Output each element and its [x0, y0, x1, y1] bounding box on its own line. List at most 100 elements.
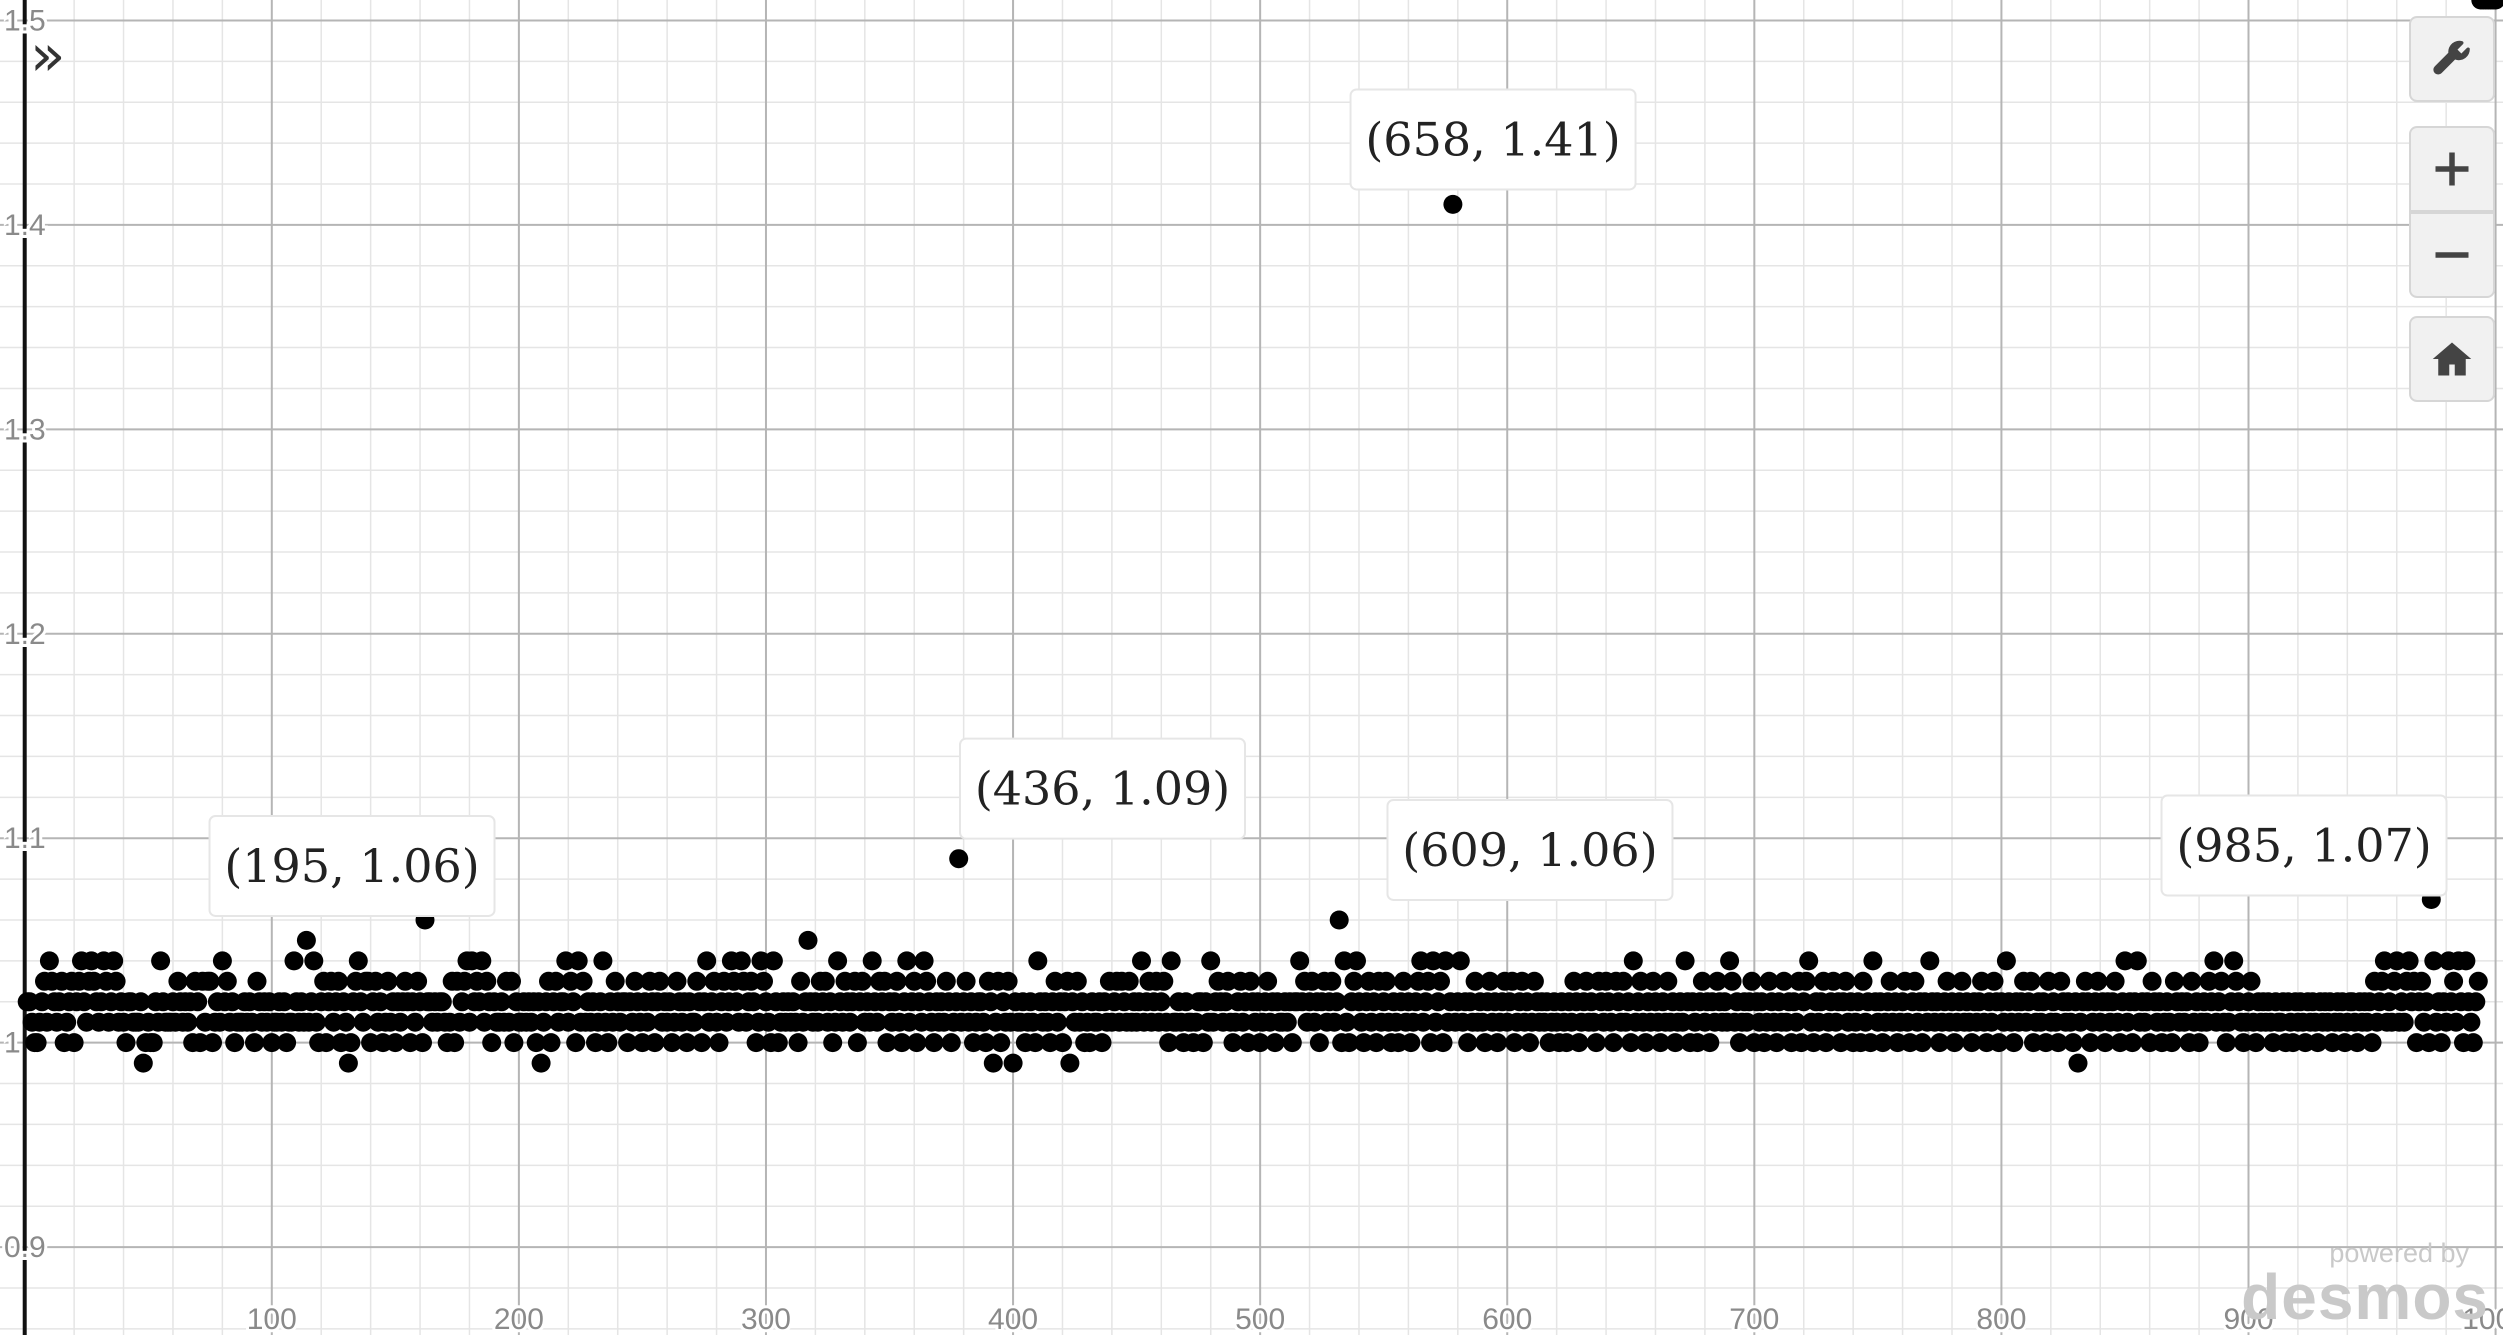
- default-viewport-button[interactable]: [2409, 316, 2495, 402]
- data-point[interactable]: [1436, 951, 1455, 971]
- data-point[interactable]: [1443, 194, 1463, 214]
- point-coordinate-label[interactable]: (195, 1.06): [208, 814, 496, 917]
- data-point[interactable]: [1996, 951, 2016, 971]
- data-point[interactable]: [2048, 1033, 2068, 1053]
- desmos-watermark[interactable]: powered by desmos: [2241, 1238, 2489, 1329]
- data-point[interactable]: [2394, 1012, 2414, 1032]
- data-point[interactable]: [338, 1053, 358, 1073]
- data-point[interactable]: [460, 1012, 479, 1032]
- data-point[interactable]: [645, 1033, 665, 1053]
- data-point[interactable]: [754, 971, 773, 991]
- data-point[interactable]: [2466, 992, 2486, 1012]
- data-point[interactable]: [1621, 1033, 1641, 1053]
- data-point[interactable]: [217, 971, 237, 991]
- data-point[interactable]: [1730, 1033, 1749, 1053]
- data-point[interactable]: [2362, 1033, 2382, 1053]
- data-point[interactable]: [1344, 971, 1364, 991]
- data-point[interactable]: [1774, 971, 1794, 991]
- data-point[interactable]: [1722, 971, 1742, 991]
- data-point[interactable]: [104, 951, 124, 971]
- data-point[interactable]: [684, 1012, 704, 1032]
- data-point[interactable]: [917, 971, 937, 991]
- data-point[interactable]: [1487, 1033, 1507, 1053]
- data-point[interactable]: [212, 951, 232, 971]
- data-point[interactable]: [1480, 971, 1500, 991]
- data-point[interactable]: [1586, 1033, 1606, 1053]
- data-point[interactable]: [662, 1033, 682, 1053]
- data-point[interactable]: [2226, 971, 2246, 991]
- data-point[interactable]: [573, 971, 593, 991]
- data-point[interactable]: [2446, 1012, 2466, 1032]
- data-point[interactable]: [598, 1033, 618, 1053]
- data-point[interactable]: [143, 1033, 163, 1053]
- data-point[interactable]: [2424, 951, 2444, 971]
- data-point[interactable]: [2347, 1033, 2367, 1053]
- data-point[interactable]: [991, 1033, 1011, 1053]
- data-point[interactable]: [116, 1033, 136, 1053]
- data-point[interactable]: [1643, 971, 1663, 991]
- data-point[interactable]: [64, 1033, 84, 1053]
- data-point[interactable]: [2241, 971, 2261, 991]
- data-point[interactable]: [284, 951, 304, 971]
- data-point[interactable]: [2063, 1033, 2083, 1053]
- data-point[interactable]: [200, 971, 220, 991]
- data-point[interactable]: [1193, 1033, 1213, 1053]
- data-point[interactable]: [1796, 971, 1816, 991]
- zoom-out-button[interactable]: [2409, 212, 2495, 298]
- data-point[interactable]: [998, 971, 1018, 991]
- data-point[interactable]: [1650, 1033, 1670, 1053]
- data-point[interactable]: [798, 930, 818, 950]
- data-point[interactable]: [1880, 971, 1900, 991]
- data-point[interactable]: [348, 951, 368, 971]
- data-point[interactable]: [2216, 1033, 2236, 1053]
- data-point[interactable]: [2224, 951, 2244, 971]
- data-point[interactable]: [731, 951, 751, 971]
- data-point[interactable]: [941, 1033, 961, 1053]
- data-point[interactable]: [385, 1033, 405, 1053]
- data-point[interactable]: [1658, 971, 1678, 991]
- data-point[interactable]: [482, 1033, 502, 1053]
- data-point[interactable]: [907, 1033, 927, 1053]
- data-point[interactable]: [1692, 971, 1712, 991]
- data-point[interactable]: [188, 992, 208, 1012]
- point-coordinate-label[interactable]: (658, 1.41): [1349, 88, 1637, 191]
- data-point[interactable]: [534, 1012, 554, 1032]
- data-point[interactable]: [823, 1033, 843, 1053]
- data-point[interactable]: [1613, 971, 1633, 991]
- data-point[interactable]: [277, 1033, 297, 1053]
- data-point[interactable]: [1675, 951, 1695, 971]
- data-point[interactable]: [936, 971, 956, 991]
- data-point[interactable]: [1989, 1033, 2009, 1053]
- data-point[interactable]: [852, 971, 872, 991]
- data-point[interactable]: [2461, 1012, 2481, 1032]
- data-point[interactable]: [815, 971, 835, 991]
- data-point[interactable]: [2308, 1033, 2328, 1053]
- data-point[interactable]: [304, 951, 324, 971]
- data-point[interactable]: [566, 1033, 586, 1053]
- data-point[interactable]: [1151, 992, 1171, 1012]
- data-point[interactable]: [2189, 1033, 2209, 1053]
- data-point[interactable]: [1799, 951, 1819, 971]
- data-point[interactable]: [1119, 971, 1139, 991]
- data-point[interactable]: [1952, 971, 1972, 991]
- data-point[interactable]: [1250, 1033, 1270, 1053]
- data-point[interactable]: [502, 971, 521, 991]
- data-point[interactable]: [151, 951, 171, 971]
- data-point[interactable]: [1401, 1033, 1421, 1053]
- data-point[interactable]: [262, 1033, 282, 1053]
- data-point[interactable]: [2486, 0, 2503, 10]
- data-point[interactable]: [1604, 1033, 1623, 1053]
- data-point[interactable]: [2142, 971, 2162, 991]
- data-point[interactable]: [924, 1033, 944, 1053]
- data-point[interactable]: [1636, 1033, 1656, 1053]
- data-point[interactable]: [1920, 951, 1940, 971]
- data-point[interactable]: [637, 1012, 657, 1032]
- data-point[interactable]: [867, 1012, 887, 1032]
- data-point[interactable]: [413, 1033, 432, 1053]
- data-point[interactable]: [692, 1033, 712, 1053]
- data-point[interactable]: [568, 951, 588, 971]
- data-point[interactable]: [2068, 1053, 2088, 1073]
- data-point[interactable]: [39, 951, 59, 971]
- data-point[interactable]: [1945, 1033, 1964, 1053]
